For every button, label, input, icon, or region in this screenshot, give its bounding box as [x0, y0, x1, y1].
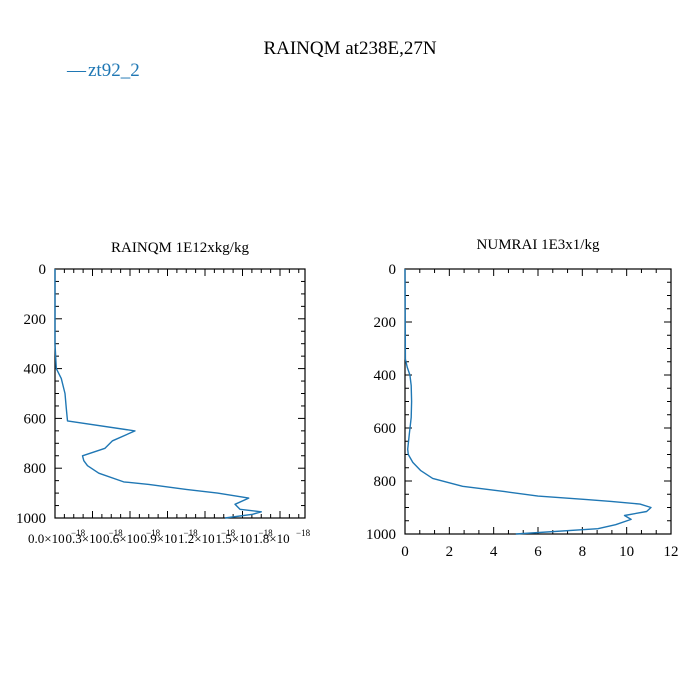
x-tick-exponent: −18: [221, 528, 236, 538]
x-tick-label: 0: [401, 544, 409, 560]
y-tick-label: 200: [24, 312, 47, 328]
series-line-zt92-2: [404, 268, 652, 535]
x-tick-exponent: −18: [184, 528, 199, 538]
plot-frame: [404, 268, 672, 535]
x-tick-label: 1.8×10: [253, 531, 290, 546]
legend-line-symbol: —: [66, 60, 87, 81]
legend: — zt92_2: [66, 60, 140, 81]
x-tick-label: 12: [664, 544, 679, 560]
x-tick-exponent: −18: [296, 528, 311, 538]
x-tick-label: 0.9×10: [141, 531, 178, 546]
x-tick-label: 6: [534, 544, 542, 560]
y-tick-label: 800: [374, 474, 397, 490]
y-tick-label: 600: [374, 421, 397, 437]
panel-title: RAINQM 1E12xkg/kg: [111, 240, 249, 256]
panel-title: NUMRAI 1E3x1/kg: [477, 237, 600, 253]
y-tick-label: 1000: [16, 511, 46, 527]
x-tick-label: 8: [579, 544, 587, 560]
y-tick-label: 400: [374, 368, 397, 384]
x-tick-exponent: −18: [259, 528, 274, 538]
x-tick-label: 2: [446, 544, 454, 560]
x-tick-label: 10: [619, 544, 634, 560]
numrai-panel: NUMRAI 1E3x1/kg 0 200 400 600 800 1000 0 2 4 6 8 10 1…: [366, 237, 679, 560]
x-tick-exponent: −18: [71, 528, 86, 538]
x-tick-exponent: −18: [146, 528, 161, 538]
y-tick-label: 800: [24, 461, 47, 477]
x-tick-label: 4: [490, 544, 498, 560]
x-tick-label: 0.0×10: [28, 531, 65, 546]
x-tick-label: 0.3×10: [66, 531, 103, 546]
series-line-zt92-2: [54, 269, 262, 519]
x-tick-label: 1.5×10: [216, 531, 253, 546]
rainqm-panel: RAINQM 1E12xkg/kg 0 200 400 600 800 1000 0.0×10…: [16, 240, 311, 546]
y-tick-label: 0: [389, 262, 397, 278]
y-tick-label: 0: [39, 262, 47, 278]
y-tick-label: 400: [24, 362, 47, 378]
x-tick-label: 0.6×10: [103, 531, 140, 546]
x-tick-label: 1.2×10: [178, 531, 215, 546]
y-tick-label: 200: [374, 315, 397, 331]
y-tick-label: 1000: [366, 527, 396, 543]
legend-label: zt92_2: [88, 60, 140, 81]
figure-title: RAINQM at238E,27N: [263, 38, 436, 59]
x-tick-exponent: −18: [109, 528, 124, 538]
y-tick-label: 600: [24, 411, 47, 427]
plot-frame: [54, 268, 306, 519]
